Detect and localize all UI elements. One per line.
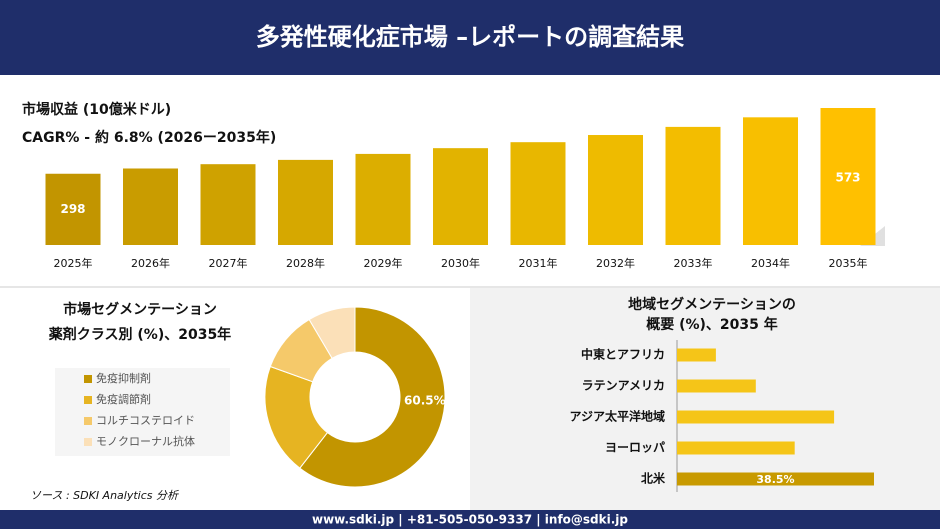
- legend-label: コルチコステロイド: [96, 414, 195, 427]
- bar: [677, 379, 756, 393]
- x-tick-label: 2032年: [596, 256, 635, 270]
- value-label: 60.5%: [404, 393, 446, 407]
- bar: [677, 410, 835, 424]
- category-label: 北米: [641, 471, 666, 486]
- chart-subtitle: CAGR% - 約 6.8% (2026ー2035年): [22, 129, 276, 146]
- x-tick-label: 2035年: [829, 256, 868, 270]
- bar: [45, 173, 101, 245]
- x-tick-label: 2026年: [131, 256, 170, 270]
- chart-title: 薬剤クラス別 (%)、2035年: [49, 326, 231, 343]
- x-tick-label: 2031年: [519, 256, 558, 270]
- legend-label: 免疫抑制剤: [96, 371, 151, 385]
- donut-slice: [308, 306, 356, 359]
- legend-label: モノクローナル抗体: [96, 434, 195, 448]
- header-band: [0, 0, 940, 75]
- header-title: 多発性硬化症市場 –レポートの調査結果: [256, 23, 684, 51]
- bar: [433, 148, 488, 245]
- bar: [123, 168, 178, 245]
- x-tick-label: 2034年: [751, 256, 790, 270]
- category-label: ヨーロッパ: [605, 441, 665, 455]
- bar: [200, 164, 256, 245]
- legend-swatch: [84, 375, 92, 383]
- chart-title: 市場収益 (10億米ドル): [22, 101, 171, 118]
- category-label: アジア太平洋地域: [569, 409, 665, 424]
- legend-swatch: [84, 396, 92, 404]
- bar: [355, 153, 411, 245]
- bar: [743, 117, 798, 245]
- bar: [665, 126, 721, 245]
- legend-swatch: [84, 417, 92, 425]
- value-label: 573: [835, 171, 860, 185]
- x-tick-label: 2029年: [364, 256, 403, 270]
- chart-title: 市場セグメンテーション: [63, 301, 217, 318]
- bar: [588, 135, 643, 245]
- bar: [820, 108, 876, 245]
- x-tick-label: 2027年: [209, 256, 248, 270]
- x-tick-label: 2028年: [286, 256, 325, 270]
- value-label: 38.5%: [756, 473, 794, 486]
- x-tick-label: 2025年: [54, 256, 93, 270]
- source: ソース : SDKI Analytics 分析: [30, 489, 180, 502]
- category-label: ラテンアメリカ: [582, 379, 665, 393]
- bar: [510, 142, 566, 245]
- footer-band: [0, 510, 940, 529]
- legend-swatch: [84, 438, 92, 446]
- category-label: 中東とアフリカ: [581, 347, 665, 362]
- donut-slice: [299, 306, 446, 488]
- chart-title: 地域セグメンテーションの: [628, 296, 796, 313]
- chart-title: 概要 (%)、2035 年: [646, 316, 778, 333]
- bar: [677, 348, 716, 362]
- bar: [677, 472, 874, 486]
- x-tick-label: 2033年: [674, 256, 713, 270]
- legend-label: 免疫調節剤: [96, 392, 151, 406]
- value-label: 298: [60, 202, 85, 216]
- bar: [677, 441, 795, 455]
- bar: [278, 159, 333, 245]
- x-tick-label: 2030年: [441, 256, 480, 270]
- footer: www.sdki.jp | +81-505-050-9337 | info@sd…: [312, 513, 628, 527]
